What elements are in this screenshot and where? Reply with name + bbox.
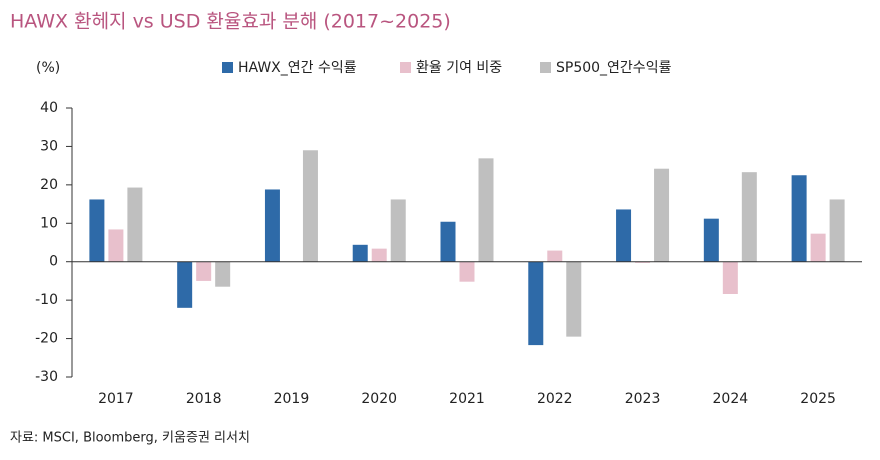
legend-label: HAWX_연간 수익률 bbox=[238, 60, 357, 76]
bar bbox=[177, 261, 193, 308]
y-tick-label: 10 bbox=[40, 215, 58, 231]
bar bbox=[791, 175, 807, 262]
y-tick-label: 0 bbox=[49, 254, 58, 270]
x-tick-label: 2019 bbox=[274, 391, 310, 407]
bar bbox=[703, 218, 719, 262]
x-tick-label: 2023 bbox=[625, 391, 661, 407]
source-note: 자료: MSCI, Bloomberg, 키움증권 리서치 bbox=[10, 431, 250, 446]
bar bbox=[215, 261, 231, 287]
bar bbox=[528, 261, 544, 346]
x-tick-label: 2025 bbox=[800, 391, 836, 407]
y-tick-label: -30 bbox=[35, 369, 58, 385]
x-tick-label: 2024 bbox=[713, 391, 749, 407]
bar bbox=[654, 168, 670, 262]
y-tick-label: 40 bbox=[40, 100, 58, 116]
legend-swatch bbox=[222, 62, 233, 73]
bar bbox=[829, 199, 845, 262]
legend-swatch bbox=[540, 62, 551, 73]
bar bbox=[810, 233, 826, 262]
bar bbox=[108, 229, 124, 262]
bar bbox=[302, 150, 318, 262]
chart-title: HAWX 환헤지 vs USD 환율효과 분해 (2017~2025) bbox=[10, 11, 451, 33]
bar bbox=[264, 189, 280, 262]
legend-swatch bbox=[400, 62, 411, 73]
x-tick-label: 2017 bbox=[98, 391, 134, 407]
x-tick-label: 2020 bbox=[361, 391, 397, 407]
bar bbox=[478, 158, 494, 262]
bar bbox=[390, 199, 406, 262]
x-tick-label: 2018 bbox=[186, 391, 222, 407]
y-tick-label: 20 bbox=[40, 177, 58, 193]
x-tick-label: 2021 bbox=[449, 391, 485, 407]
bar bbox=[89, 199, 105, 262]
x-tick-label: 2022 bbox=[537, 391, 573, 407]
bar bbox=[547, 250, 563, 262]
y-tick-label: -20 bbox=[35, 331, 58, 347]
bar bbox=[635, 261, 651, 263]
bar bbox=[196, 261, 212, 281]
legend-label: 환율 기여 비중 bbox=[416, 60, 502, 76]
y-tick-label: 30 bbox=[40, 138, 58, 154]
bar bbox=[566, 261, 582, 337]
legend-label: SP500_연간수익률 bbox=[556, 60, 672, 76]
bar bbox=[459, 261, 475, 282]
bar bbox=[352, 244, 368, 262]
y-axis-label: (%) bbox=[36, 60, 60, 76]
bar bbox=[440, 221, 456, 262]
bar bbox=[127, 187, 143, 262]
y-tick-label: -10 bbox=[35, 292, 58, 308]
bar bbox=[722, 261, 738, 294]
bar bbox=[741, 172, 757, 262]
bar bbox=[371, 248, 387, 262]
bar bbox=[616, 209, 632, 262]
